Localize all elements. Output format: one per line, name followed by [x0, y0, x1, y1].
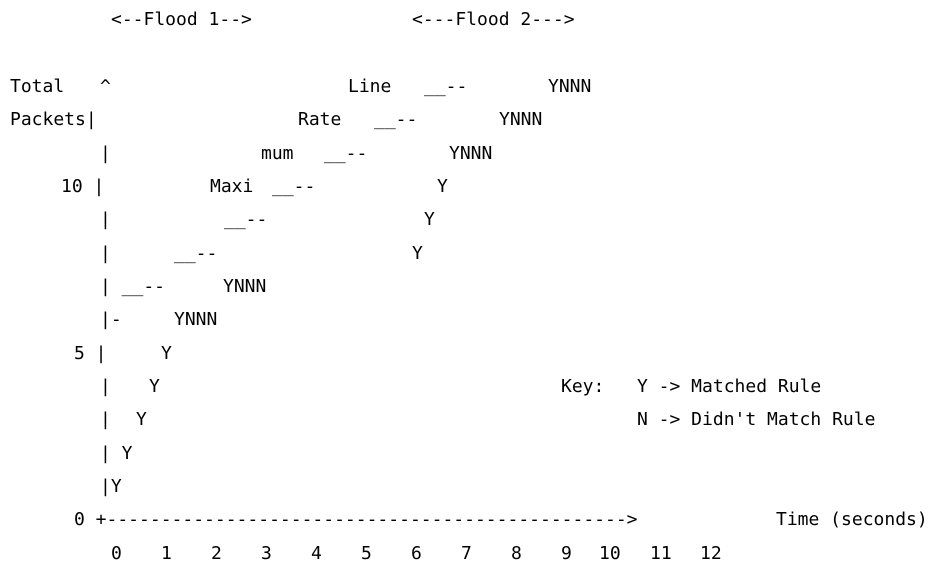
packet-mark: Y	[136, 409, 147, 430]
rate-label-maxi: Maxi	[210, 176, 254, 197]
packet-mark: Y	[424, 209, 435, 230]
x-tick-0: 0	[111, 543, 122, 564]
packet-mark: Y	[437, 176, 448, 197]
y-axis-line: |	[100, 243, 111, 264]
packet-marks: YNNN	[499, 109, 543, 130]
x-tick-12: 12	[700, 543, 722, 564]
flood2-label: <---Flood 2--->	[412, 9, 575, 30]
y-axis-line: |	[100, 409, 111, 430]
y-axis-label-total: Total	[10, 76, 65, 97]
flood1-label: <--Flood 1-->	[111, 9, 252, 30]
packet-marks: YNNN	[449, 143, 493, 164]
y-axis-caret: ^	[100, 76, 111, 97]
y-tick-10: 10 |	[61, 176, 105, 197]
y-axis-line: |	[100, 209, 111, 230]
y-axis-line: |Y	[100, 476, 122, 497]
packet-mark: Y	[161, 343, 172, 364]
packet-marks: YNNN	[223, 276, 267, 297]
x-tick-1: 1	[161, 543, 172, 564]
ramp-segment: |-	[100, 309, 122, 330]
packet-mark: Y	[412, 243, 423, 264]
y-tick-5: 5 |	[74, 343, 107, 364]
ramp-segment: __--	[374, 109, 418, 130]
y-axis-label-packets: Packets|	[10, 109, 97, 130]
y-axis-line: |	[100, 376, 111, 397]
x-tick-11: 11	[650, 543, 672, 564]
x-axis-line: 0 +-------------------------------------…	[74, 509, 638, 530]
ramp-segment: | __--	[100, 276, 166, 297]
ramp-segment: __--	[224, 209, 268, 230]
x-axis-label: Time (seconds)	[776, 509, 928, 530]
y-axis-line: |	[100, 143, 111, 164]
ramp-segment: __--	[324, 143, 368, 164]
packet-marks: YNNN	[174, 309, 218, 330]
x-tick-6: 6	[411, 543, 422, 564]
rate-label-line: Line	[348, 76, 392, 97]
x-tick-5: 5	[361, 543, 372, 564]
x-tick-10: 10	[599, 543, 621, 564]
x-tick-9: 9	[561, 543, 572, 564]
x-tick-4: 4	[311, 543, 322, 564]
ramp-segment: __--	[424, 76, 468, 97]
ramp-segment: __--	[272, 176, 316, 197]
rate-label-rate: Rate	[298, 109, 342, 130]
packet-mark: Y	[149, 376, 160, 397]
ramp-segment: __--	[174, 243, 218, 264]
packet-marks: YNNN	[548, 76, 592, 97]
legend-title: Key:	[561, 376, 605, 397]
legend-entry-n: N -> Didn't Match Rule	[637, 409, 876, 430]
x-tick-8: 8	[511, 543, 522, 564]
x-tick-2: 2	[211, 543, 222, 564]
legend-entry-y: Y -> Matched Rule	[637, 376, 822, 397]
rate-label-mum: mum	[261, 143, 294, 164]
y-axis-line: | Y	[100, 443, 133, 464]
x-tick-7: 7	[461, 543, 472, 564]
x-tick-3: 3	[261, 543, 272, 564]
